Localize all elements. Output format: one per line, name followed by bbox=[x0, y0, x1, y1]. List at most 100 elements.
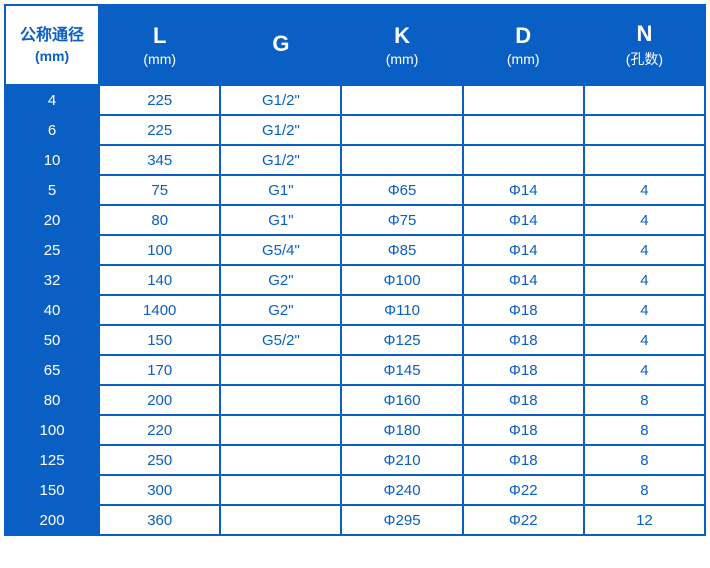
col-header-sub: (mm) bbox=[100, 51, 219, 67]
data-cell: Φ75 bbox=[341, 205, 462, 235]
col-header-main: N bbox=[585, 21, 704, 47]
table-body: 4225G1/2"6225G1/2"10345G1/2"575G1"Φ65Φ14… bbox=[5, 85, 705, 535]
row-header-cell: 20 bbox=[5, 205, 99, 235]
data-cell: Φ22 bbox=[463, 475, 584, 505]
table-row: 200360Φ295Φ2212 bbox=[5, 505, 705, 535]
table-row: 25100G5/4"Φ85Φ144 bbox=[5, 235, 705, 265]
table-row: 150300Φ240Φ228 bbox=[5, 475, 705, 505]
data-cell: 4 bbox=[584, 325, 705, 355]
table-row: 100220 Φ180Φ188 bbox=[5, 415, 705, 445]
data-cell: 345 bbox=[99, 145, 220, 175]
data-cell: 8 bbox=[584, 445, 705, 475]
data-cell: 140 bbox=[99, 265, 220, 295]
data-cell: Φ18 bbox=[463, 325, 584, 355]
data-cell bbox=[220, 415, 341, 445]
data-cell: 100 bbox=[99, 235, 220, 265]
data-cell: Φ160 bbox=[341, 385, 462, 415]
col-header-n: N (孔数) bbox=[584, 5, 705, 85]
data-cell: 8 bbox=[584, 415, 705, 445]
data-cell: Φ18 bbox=[463, 355, 584, 385]
data-cell: G5/2" bbox=[220, 325, 341, 355]
data-cell: Φ18 bbox=[463, 415, 584, 445]
data-cell: 225 bbox=[99, 115, 220, 145]
data-cell bbox=[220, 475, 341, 505]
col-header-main: L bbox=[100, 23, 219, 49]
col-header-sub: (mm) bbox=[342, 51, 461, 67]
row-header-cell: 40 bbox=[5, 295, 99, 325]
table-row: 401400G2"Φ110Φ184 bbox=[5, 295, 705, 325]
col-header-main: 公称通径 bbox=[6, 26, 98, 45]
data-cell: 220 bbox=[99, 415, 220, 445]
data-cell: Φ22 bbox=[463, 505, 584, 535]
data-cell bbox=[584, 145, 705, 175]
data-cell: 8 bbox=[584, 385, 705, 415]
dimensions-table: 公称通径 (mm) L (mm) G K (mm) D (mm) N (孔数) bbox=[4, 4, 706, 536]
data-cell: G1" bbox=[220, 205, 341, 235]
data-cell: Φ65 bbox=[341, 175, 462, 205]
data-cell bbox=[341, 85, 462, 115]
data-cell: G1" bbox=[220, 175, 341, 205]
data-cell: Φ14 bbox=[463, 205, 584, 235]
data-cell: Φ145 bbox=[341, 355, 462, 385]
data-cell: 250 bbox=[99, 445, 220, 475]
data-cell: 80 bbox=[99, 205, 220, 235]
data-cell: 225 bbox=[99, 85, 220, 115]
data-cell: Φ14 bbox=[463, 175, 584, 205]
row-header-cell: 25 bbox=[5, 235, 99, 265]
data-cell bbox=[584, 115, 705, 145]
data-cell: 12 bbox=[584, 505, 705, 535]
data-cell bbox=[463, 115, 584, 145]
data-cell: Φ210 bbox=[341, 445, 462, 475]
col-header-k: K (mm) bbox=[341, 5, 462, 85]
table-header: 公称通径 (mm) L (mm) G K (mm) D (mm) N (孔数) bbox=[5, 5, 705, 85]
data-cell bbox=[220, 385, 341, 415]
row-header-cell: 150 bbox=[5, 475, 99, 505]
row-header-cell: 200 bbox=[5, 505, 99, 535]
data-cell: 4 bbox=[584, 265, 705, 295]
row-header-cell: 5 bbox=[5, 175, 99, 205]
data-cell: Φ110 bbox=[341, 295, 462, 325]
col-header-sub: (mm) bbox=[464, 51, 583, 67]
row-header-cell: 6 bbox=[5, 115, 99, 145]
data-cell bbox=[463, 145, 584, 175]
row-header-cell: 80 bbox=[5, 385, 99, 415]
data-cell: Φ180 bbox=[341, 415, 462, 445]
row-header-cell: 10 bbox=[5, 145, 99, 175]
col-header-main: G bbox=[221, 31, 340, 57]
col-header-g: G bbox=[220, 5, 341, 85]
data-cell: 4 bbox=[584, 175, 705, 205]
data-cell: 170 bbox=[99, 355, 220, 385]
table-row: 80200Φ160Φ188 bbox=[5, 385, 705, 415]
data-cell bbox=[341, 145, 462, 175]
table-row: 575G1"Φ65Φ144 bbox=[5, 175, 705, 205]
col-header-sub: (mm) bbox=[6, 48, 98, 64]
data-cell bbox=[584, 85, 705, 115]
data-cell: Φ14 bbox=[463, 265, 584, 295]
table-row: 6225G1/2" bbox=[5, 115, 705, 145]
table-row: 50150G5/2"Φ125Φ184 bbox=[5, 325, 705, 355]
data-cell: 300 bbox=[99, 475, 220, 505]
data-cell bbox=[463, 85, 584, 115]
data-cell: 360 bbox=[99, 505, 220, 535]
table-row: 2080G1"Φ75Φ144 bbox=[5, 205, 705, 235]
row-header-cell: 125 bbox=[5, 445, 99, 475]
data-cell: 150 bbox=[99, 325, 220, 355]
table-row: 65170Φ145Φ184 bbox=[5, 355, 705, 385]
data-cell: G1/2" bbox=[220, 85, 341, 115]
data-cell: Φ14 bbox=[463, 235, 584, 265]
col-header-sub: (孔数) bbox=[585, 49, 704, 69]
table-row: 125250 Φ210Φ188 bbox=[5, 445, 705, 475]
data-cell: G2" bbox=[220, 265, 341, 295]
row-header-cell: 100 bbox=[5, 415, 99, 445]
data-cell bbox=[220, 445, 341, 475]
row-header-cell: 4 bbox=[5, 85, 99, 115]
data-cell: 4 bbox=[584, 295, 705, 325]
col-header-l: L (mm) bbox=[99, 5, 220, 85]
row-header-cell: 32 bbox=[5, 265, 99, 295]
data-cell bbox=[220, 355, 341, 385]
table-row: 10345G1/2" bbox=[5, 145, 705, 175]
data-cell: Φ18 bbox=[463, 445, 584, 475]
data-cell: 200 bbox=[99, 385, 220, 415]
data-cell: 8 bbox=[584, 475, 705, 505]
data-cell: G5/4" bbox=[220, 235, 341, 265]
